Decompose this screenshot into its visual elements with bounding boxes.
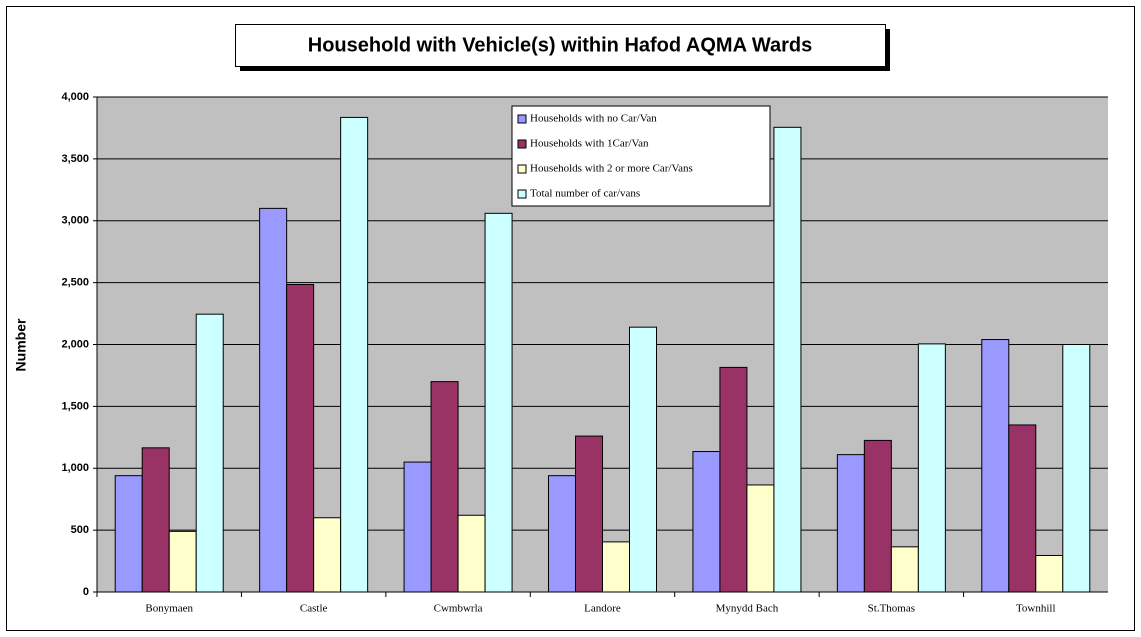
bar [168,530,197,593]
bar [403,461,432,593]
x-tick-label: Castle [300,603,328,615]
bar [692,451,721,593]
bar [981,339,1010,593]
bar [1035,554,1064,593]
bar [890,546,919,593]
bar [863,439,892,593]
legend-label: Households with 2 or more Car/Vans [530,163,693,175]
title-box [235,24,886,67]
legend-swatch [517,189,527,199]
bar [629,326,657,593]
bar [773,126,802,593]
bar [457,514,486,593]
bar [313,517,342,593]
y-tick-label: 2,500 [61,277,89,289]
bar [719,366,748,593]
bar [484,212,513,593]
bar [746,484,775,593]
bar [114,475,143,593]
bar [1062,344,1091,593]
y-tick-label: 4,000 [61,91,89,103]
y-tick-label: 2,000 [61,338,89,350]
x-tick-label: Townhill [1016,603,1056,615]
bar [548,475,576,593]
legend-swatch [517,164,527,174]
x-tick-label: Bonymaen [145,603,193,615]
y-tick-label: 0 [83,586,89,598]
x-tick-label: St.Thomas [868,603,915,615]
y-tick-label: 3,000 [61,215,89,227]
bar [259,207,288,593]
y-tick-label: 3,500 [61,153,89,165]
y-tick-label: 500 [71,524,89,536]
bar [575,435,603,593]
legend-box [511,105,771,207]
y-tick-label: 1,000 [61,462,89,474]
x-tick-label: Landore [584,603,621,615]
bar [340,116,369,593]
bar [1008,424,1037,593]
legend-label: Households with no Car/Van [530,113,657,125]
legend-label: Total number of car/vans [530,188,640,200]
chart-title: Household with Vehicle(s) within Hafod A… [308,34,812,56]
x-tick-label: Cwmbwrla [434,603,483,615]
bar [917,343,946,593]
legend-swatch [517,139,527,149]
y-axis-label: Number [13,318,29,371]
bar [141,447,170,593]
bar [430,381,459,593]
bar [286,283,315,593]
legend-swatch [517,114,527,124]
legend-label: Households with 1Car/Van [530,138,649,150]
y-tick-label: 1,500 [61,400,89,412]
x-tick-label: Mynydd Bach [716,603,779,615]
bar [836,454,865,593]
bar [195,313,224,593]
bar [602,541,630,593]
